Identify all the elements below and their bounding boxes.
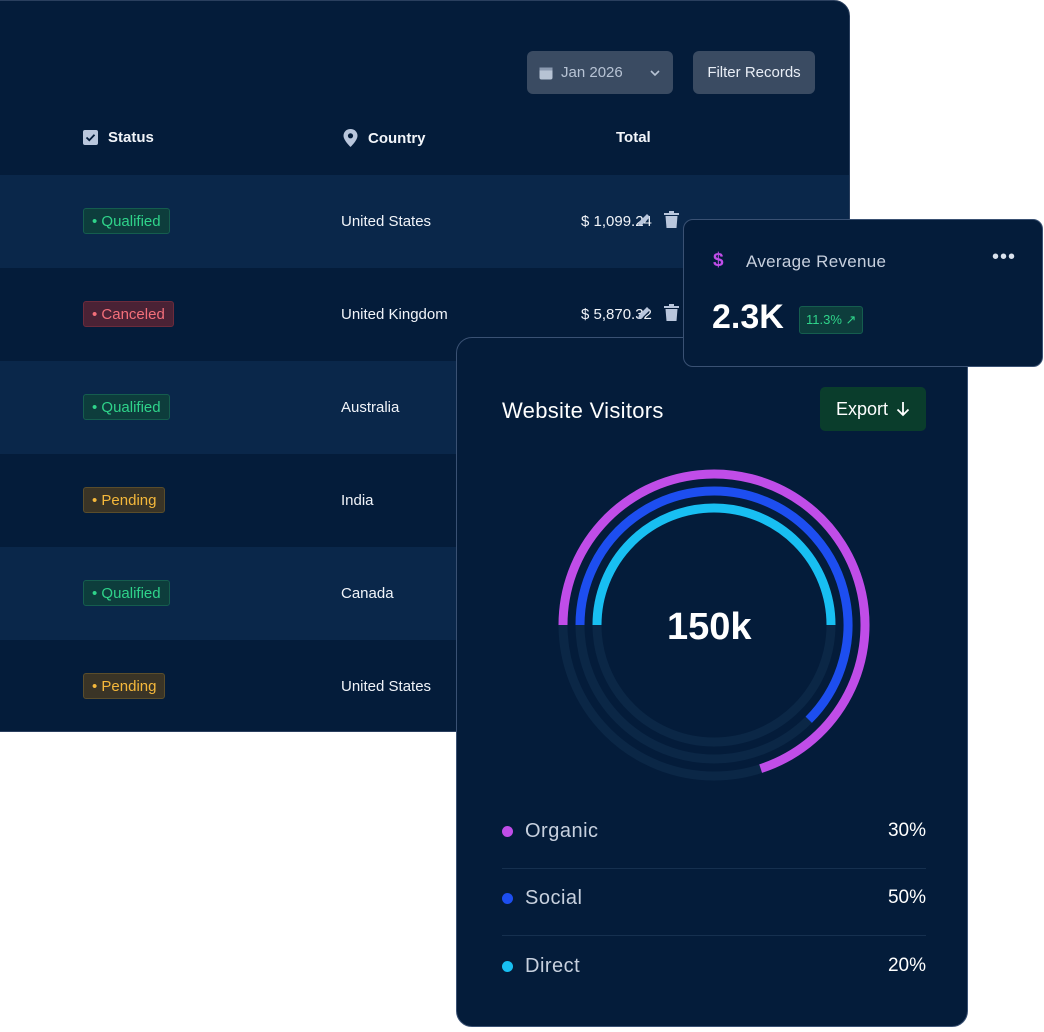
- country-cell: India: [341, 492, 374, 509]
- country-cell: United States: [341, 213, 432, 230]
- donut-arc-organic: [558, 469, 870, 773]
- legend-item: Direct 20%: [502, 951, 926, 981]
- row-actions: [636, 304, 679, 321]
- chevron-down-icon: [650, 69, 660, 76]
- country-column-header: Country: [343, 129, 426, 147]
- total-column-header: Total: [616, 129, 651, 146]
- status-badge: • Qualified: [83, 394, 170, 420]
- export-button[interactable]: Export: [820, 387, 926, 431]
- country-cell: United Kingdom: [341, 306, 448, 323]
- more-options-icon[interactable]: •••: [991, 246, 1016, 268]
- legend-dot: [502, 960, 513, 972]
- donut-arc-social: [575, 486, 853, 723]
- edit-icon[interactable]: [636, 212, 652, 228]
- legend-percent: 30%: [887, 820, 926, 841]
- filter-records-button[interactable]: Filter Records: [693, 51, 815, 94]
- table-row[interactable]: • Canceled United Kingdom $ 5,870.32: [0, 268, 849, 361]
- legend-dot: [502, 892, 513, 904]
- legend-percent: 50%: [887, 887, 926, 908]
- status-column-header[interactable]: Status: [83, 129, 154, 146]
- delete-icon[interactable]: [664, 304, 679, 321]
- legend-item: Social 50%: [502, 883, 926, 913]
- arrow-down-icon: [896, 402, 910, 417]
- calendar-icon: [539, 67, 553, 79]
- export-label: Export: [835, 398, 889, 419]
- visitors-donut-chart: 150k: [558, 469, 870, 781]
- legend-dot: [502, 825, 513, 837]
- country-cell: Canada: [341, 585, 394, 602]
- total-header-label: Total: [616, 129, 651, 146]
- dollar-icon: $: [713, 250, 724, 271]
- table-row[interactable]: • Pending United States: [0, 640, 849, 731]
- total-cell: $ 1,099.24: [581, 213, 652, 230]
- legend-divider: [502, 868, 926, 869]
- status-badge: • Canceled: [83, 301, 174, 327]
- total-cell: $ 5,870.32: [581, 306, 652, 323]
- website-visitors-card: Website Visitors Export 150k Organic 30% S…: [456, 337, 968, 1027]
- checkbox-icon[interactable]: [83, 130, 98, 145]
- donut-total-value: 150k: [667, 606, 752, 648]
- status-badge: • Qualified: [83, 580, 170, 606]
- date-picker[interactable]: Jan 2026: [527, 51, 673, 94]
- revenue-change-badge: 11.3% ↗: [799, 306, 864, 334]
- table-row[interactable]: • Pending India: [0, 454, 849, 547]
- visitors-title: Website Visitors: [502, 398, 664, 423]
- map-pin-icon: [343, 129, 358, 147]
- legend-label: Organic: [525, 819, 599, 842]
- country-cell: Australia: [341, 399, 400, 416]
- legend-item: Organic 30%: [502, 816, 926, 846]
- status-badge: • Pending: [83, 673, 166, 699]
- revenue-title: Average Revenue: [746, 252, 887, 271]
- country-cell: United States: [341, 678, 432, 695]
- legend-percent: 20%: [887, 955, 926, 976]
- delete-icon[interactable]: [664, 211, 679, 228]
- legend-divider: [502, 935, 926, 936]
- country-header-label: Country: [368, 129, 426, 147]
- revenue-value: 2.3K: [712, 298, 784, 336]
- status-badge: • Pending: [83, 487, 166, 513]
- status-badge: • Qualified: [83, 208, 170, 234]
- row-actions: [636, 211, 679, 228]
- donut-arc-direct: [592, 503, 836, 626]
- status-header-label: Status: [108, 129, 154, 146]
- edit-icon[interactable]: [636, 305, 652, 321]
- date-picker-label: Jan 2026: [561, 64, 623, 81]
- legend-label: Social: [525, 886, 583, 909]
- legend-label: Direct: [525, 954, 581, 977]
- average-revenue-card: $ Average Revenue ••• 2.3K 11.3% ↗: [683, 219, 1043, 367]
